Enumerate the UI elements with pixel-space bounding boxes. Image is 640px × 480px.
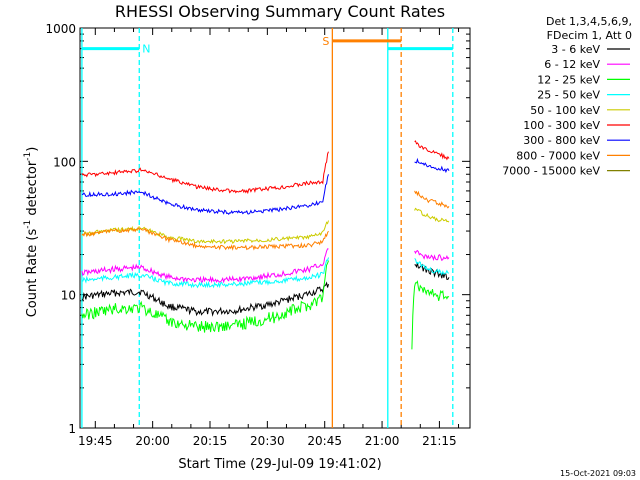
y-tick-label-2: 100 [53, 155, 76, 169]
series-line-5-b [414, 140, 450, 161]
legend: Det 1,3,4,5,6,9, FDecim 1, Att 0 3 - 6 k… [502, 15, 632, 178]
y-axis-label-tail: detector [25, 160, 40, 220]
y-axis-label-exp-2: -1 [23, 152, 33, 161]
series-line-3-a [81, 257, 329, 289]
y-axis-label-exp-1: -1 [23, 220, 33, 229]
x-tick-label-3: 20:30 [250, 434, 285, 448]
series-line-6-a [81, 174, 329, 215]
chart-title: RHESSI Observing Summary Count Rates [115, 2, 445, 21]
legend-label-3: 25 - 50 keV [537, 89, 600, 102]
series-line-5-a [81, 151, 329, 195]
x-tick-label-1: 20:00 [135, 434, 170, 448]
series-line-3-b [414, 258, 450, 276]
legend-label-5: 100 - 300 keV [523, 119, 600, 132]
legend-label-7: 800 - 7000 keV [516, 149, 600, 162]
series-line-7-b [414, 190, 450, 209]
plot-area: 19:45 20:00 20:15 20:30 20:45 21:00 21:15 1 10 10… [45, 22, 471, 448]
series-line-1-b [414, 249, 450, 262]
x-tick-label-5: 21:00 [365, 434, 400, 448]
series-line-1-a [81, 248, 329, 285]
x-tick-label-2: 20:15 [193, 434, 228, 448]
timestamp: 15-Oct-2021 09:03 [560, 469, 636, 478]
annotation-label-2: S [322, 35, 329, 48]
x-tick-label-0: 19:45 [78, 434, 113, 448]
series-line-4-a [81, 220, 329, 245]
legend-label-4: 50 - 100 keV [530, 104, 600, 117]
annotation-label-0: N [142, 43, 150, 56]
x-tick-label-4: 20:45 [307, 434, 342, 448]
y-axis-label: Count Rate (s-1 detector-1) [23, 147, 40, 318]
y-axis-label-end: ) [25, 147, 40, 152]
legend-header-line-2: FDecim 1, Att 0 [547, 29, 632, 42]
legend-label-0: 3 - 6 keV [551, 43, 600, 56]
series-line-0-a [81, 281, 329, 317]
y-axis-label-main: Count Rate (s [25, 229, 40, 318]
x-tick-label-6: 21:15 [422, 434, 457, 448]
series-line-4-b [414, 207, 450, 223]
legend-label-1: 6 - 12 keV [544, 58, 600, 71]
legend-label-8: 7000 - 15000 keV [502, 165, 600, 178]
legend-label-2: 12 - 25 keV [537, 73, 600, 86]
x-axis-label: Start Time (29-Jul-09 19:41:02) [178, 457, 381, 472]
series-line-2-a [81, 260, 329, 333]
y-tick-label-1: 10 [61, 289, 76, 303]
plot-frame [79, 27, 471, 429]
legend-label-6: 300 - 800 keV [523, 134, 600, 147]
y-tick-label-0: 1 [68, 422, 76, 436]
series-line-6-b [414, 157, 450, 174]
y-tick-label-3: 1000 [45, 22, 76, 36]
series-line-2-b [411, 280, 450, 350]
legend-header-line-1: Det 1,3,4,5,6,9, [546, 15, 632, 28]
series-line-7-a [81, 227, 329, 251]
